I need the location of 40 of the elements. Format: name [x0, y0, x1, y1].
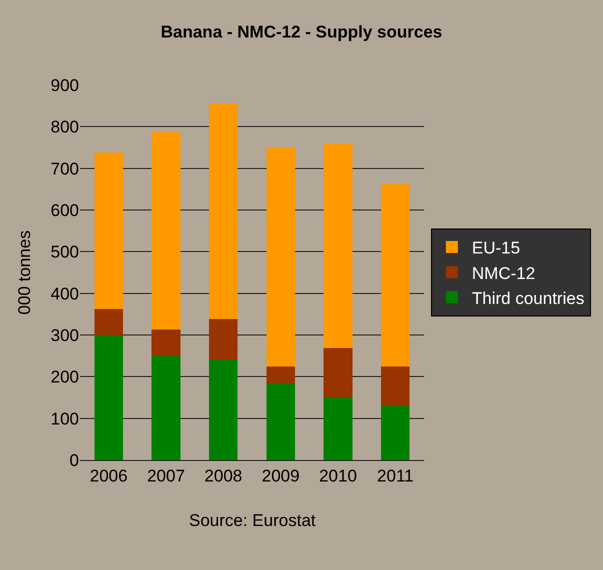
y-tick-label: 400 — [50, 284, 79, 304]
x-tick-label: 2010 — [319, 466, 357, 486]
chart-title: Banana - NMC-12 - Supply sources — [160, 22, 442, 42]
x-tick-label: 2006 — [90, 466, 128, 486]
bar — [209, 319, 238, 360]
x-tick-label: 2011 — [377, 466, 414, 486]
y-tick-label: 0 — [70, 450, 79, 470]
bar — [324, 348, 352, 398]
bar — [324, 397, 352, 460]
y-tick-label: 300 — [50, 326, 79, 345]
x-tick-label: 2008 — [204, 466, 242, 486]
bar — [324, 144, 352, 348]
bar — [94, 309, 123, 335]
bar — [266, 366, 295, 383]
y-tick-label: 500 — [50, 242, 79, 262]
x-tick-label: 2007 — [147, 466, 185, 486]
bar — [94, 152, 123, 310]
y-tick-label: 100 — [50, 409, 79, 428]
legend-label: Third countries — [472, 288, 584, 308]
source-note: Source: Eurostat — [189, 511, 316, 530]
y-tick-label: 200 — [50, 368, 79, 387]
bar — [152, 132, 180, 330]
bar — [266, 147, 295, 366]
y-tick-label: 900 — [50, 76, 79, 95]
legend-label: NMC-12 — [472, 264, 536, 283]
y-tick-label: 700 — [50, 159, 79, 178]
bar — [209, 360, 238, 460]
bar — [152, 330, 180, 356]
bar — [94, 335, 123, 460]
x-tick-label: 2009 — [262, 466, 300, 486]
bar — [152, 356, 180, 460]
y-tick-label: 600 — [50, 200, 79, 220]
y-axis-title: 000 tonnes — [15, 230, 34, 315]
bar — [381, 366, 410, 406]
bar — [266, 382, 295, 460]
y-tick-label: 800 — [50, 118, 79, 137]
legend-label: EU-15 — [472, 238, 520, 258]
bar — [381, 184, 410, 366]
bar — [381, 405, 410, 460]
bar — [209, 103, 238, 320]
